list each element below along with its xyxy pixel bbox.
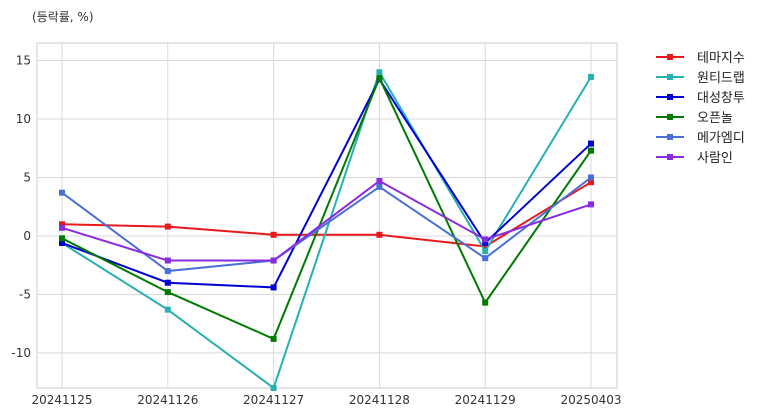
data-point bbox=[164, 223, 171, 230]
x-tick-label: 20241129 bbox=[455, 393, 516, 407]
series-line bbox=[61, 69, 592, 390]
data-point bbox=[164, 289, 171, 296]
data-point bbox=[59, 224, 65, 231]
data-point bbox=[164, 257, 171, 264]
data-point bbox=[376, 178, 383, 184]
legend-label: 오픈놀 bbox=[697, 111, 733, 126]
data-point bbox=[482, 236, 489, 243]
data-point bbox=[270, 284, 277, 291]
y-tick-label: -10 bbox=[11, 346, 31, 360]
data-point bbox=[164, 306, 171, 313]
series-line bbox=[61, 176, 592, 273]
series-group bbox=[59, 69, 594, 391]
x-axis-ticks: 20241125 20241126 20241127 20241128 20241129… bbox=[31, 393, 621, 407]
series-line bbox=[61, 181, 592, 248]
x-tick-label: 20241127 bbox=[243, 393, 304, 407]
data-point bbox=[59, 189, 65, 196]
x-tick-label: 20241125 bbox=[31, 393, 92, 407]
data-point bbox=[588, 73, 594, 80]
y-tick-label: 15 bbox=[16, 54, 31, 68]
series-line bbox=[61, 77, 592, 289]
data-point bbox=[376, 183, 383, 190]
data-point bbox=[482, 299, 489, 306]
y-unit-label: (등락률, %) bbox=[32, 10, 94, 24]
data-point bbox=[588, 179, 594, 186]
legend-marker bbox=[667, 134, 673, 140]
y-tick-label: 5 bbox=[23, 170, 31, 184]
legend-marker bbox=[667, 114, 673, 120]
y-axis-ticks: 15 10 5 0 -5 -10 bbox=[11, 54, 31, 360]
data-point bbox=[376, 69, 383, 76]
series-line bbox=[61, 179, 592, 262]
data-point bbox=[164, 268, 171, 275]
data-point bbox=[482, 248, 489, 255]
legend-label: 테마지수 bbox=[697, 51, 745, 66]
x-tick-label: 20241128 bbox=[349, 393, 410, 407]
legend-label: 메가엠디 bbox=[697, 131, 745, 146]
data-point bbox=[270, 385, 277, 391]
y-tick-label: 0 bbox=[23, 229, 31, 243]
data-point bbox=[59, 221, 65, 228]
data-point bbox=[164, 279, 171, 286]
data-point bbox=[588, 174, 594, 181]
legend-marker bbox=[667, 74, 673, 80]
grid-lines bbox=[37, 43, 617, 388]
data-point bbox=[59, 235, 65, 242]
plot-area bbox=[36, 42, 618, 389]
data-point bbox=[270, 335, 277, 342]
data-point bbox=[482, 239, 489, 246]
data-point bbox=[588, 140, 594, 147]
legend-marker bbox=[667, 154, 673, 160]
legend-marker bbox=[667, 94, 673, 100]
data-point bbox=[588, 201, 594, 208]
y-tick-label: -5 bbox=[19, 287, 31, 301]
legend-marker bbox=[667, 54, 673, 60]
data-point bbox=[376, 75, 383, 82]
x-tick-label: 20250403 bbox=[560, 393, 621, 407]
data-point bbox=[59, 239, 65, 246]
x-tick-label: 20241126 bbox=[137, 393, 198, 407]
legend-label: 원티드랩 bbox=[697, 71, 745, 86]
data-point bbox=[270, 257, 277, 264]
series-line bbox=[61, 75, 592, 341]
legend-label: 대성창투 bbox=[697, 91, 745, 106]
data-point bbox=[270, 231, 277, 238]
data-point bbox=[482, 255, 489, 262]
legend-label: 사람인 bbox=[697, 151, 733, 166]
data-point bbox=[482, 243, 489, 250]
y-tick-label: 10 bbox=[16, 112, 31, 126]
data-point bbox=[588, 147, 594, 154]
data-point bbox=[376, 231, 383, 238]
